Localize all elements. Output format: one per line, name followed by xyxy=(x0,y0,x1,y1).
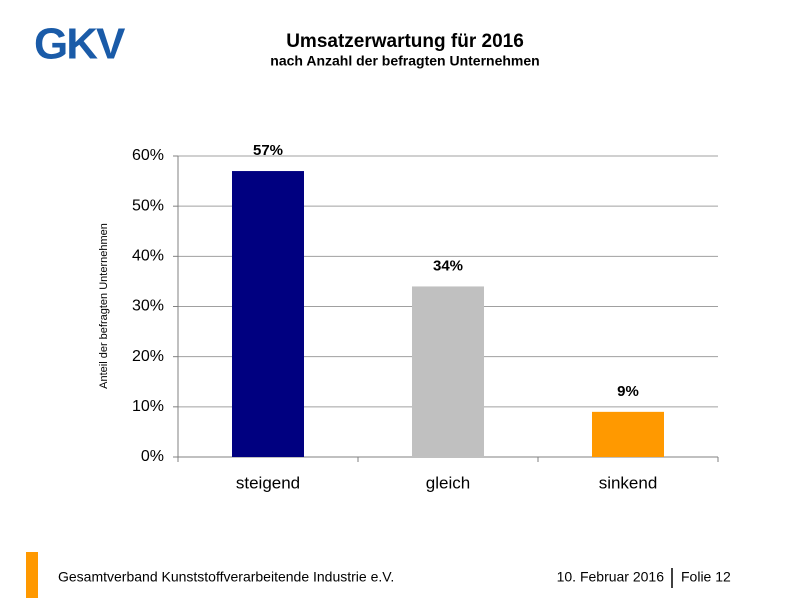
value-label: 34% xyxy=(433,257,463,274)
chart-subtitle: nach Anzahl der befragten Unternehmen xyxy=(270,53,539,69)
value-label: 9% xyxy=(617,383,639,400)
value-label: 57% xyxy=(253,142,283,159)
bar xyxy=(232,171,304,458)
chart-title: Umsatzerwartung für 2016 xyxy=(286,31,524,52)
y-tick-label: 10% xyxy=(132,398,164,415)
x-tick-label: steigend xyxy=(236,473,300,492)
y-tick-label: 20% xyxy=(132,348,164,365)
y-axis-label: Anteil der befragten Unternehmen xyxy=(98,223,110,389)
bar xyxy=(412,286,484,457)
footer-date: 10. Februar 2016 xyxy=(557,569,665,585)
y-tick-label: 40% xyxy=(132,248,164,265)
footer-organization: Gesamtverband Kunststoffverarbeitende In… xyxy=(58,569,394,585)
x-tick-label: gleich xyxy=(426,473,470,492)
footer-slide: Folie 12 xyxy=(681,569,731,585)
y-tick-label: 0% xyxy=(141,448,164,465)
x-tick-label: sinkend xyxy=(599,473,658,492)
bar xyxy=(592,411,664,457)
logo: GKV xyxy=(34,20,126,69)
y-tick-label: 60% xyxy=(132,147,164,164)
y-tick-label: 50% xyxy=(132,197,164,214)
y-tick-label: 30% xyxy=(132,298,164,315)
footer-accent xyxy=(26,552,38,598)
